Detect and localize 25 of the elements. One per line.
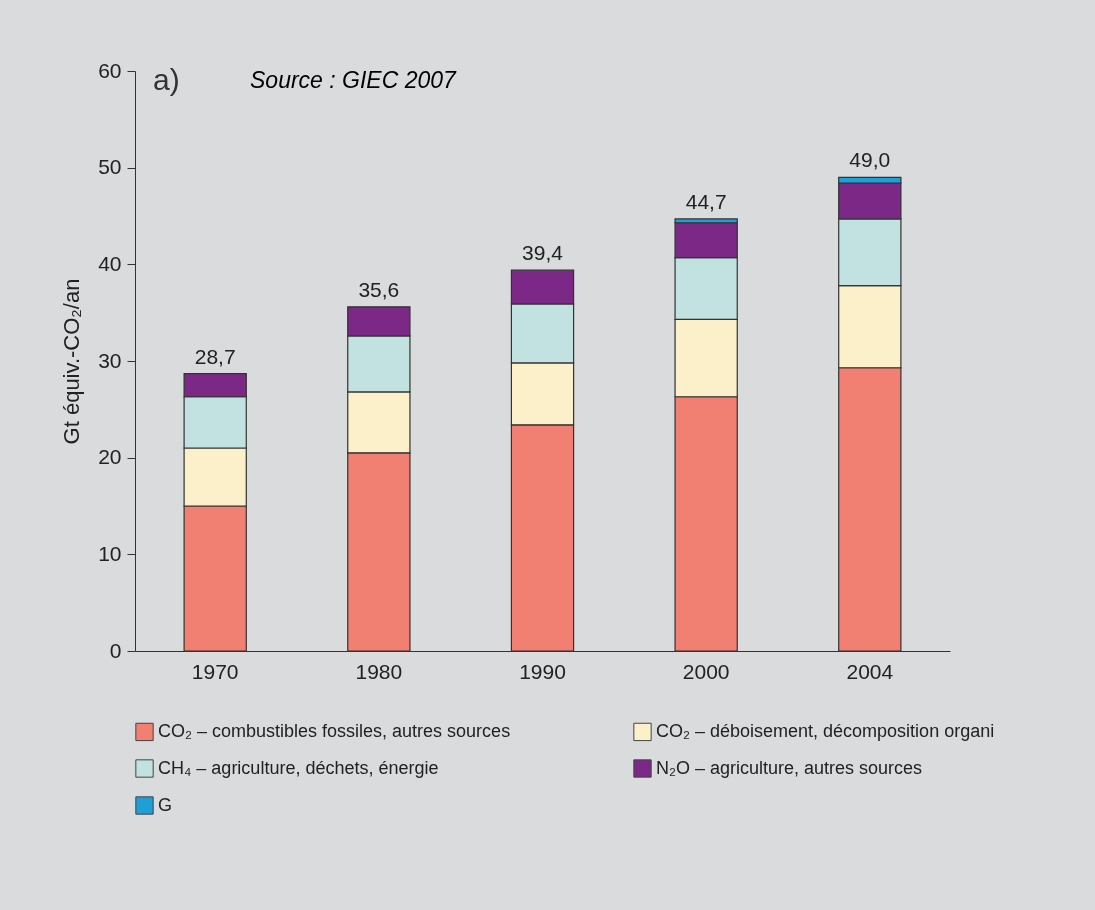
x-tick-label: 2004 — [846, 659, 894, 683]
total-label: 49,0 — [849, 148, 891, 172]
y-tick-label: 10 — [98, 541, 122, 565]
y-tick-label: 40 — [98, 251, 122, 275]
total-label: 39,4 — [522, 241, 564, 265]
y-tick-label: 60 — [98, 58, 122, 82]
y-axis-title: Gt équiv.-CO₂/an — [59, 278, 85, 445]
legend-label: CO₂ – déboisement, décomposition organi — [656, 720, 995, 741]
x-tick-label: 1970 — [191, 659, 239, 683]
y-tick-label: 50 — [98, 155, 122, 179]
x-tick-label: 1980 — [355, 659, 403, 683]
total-label: 28,7 — [194, 344, 236, 368]
legend-label: N₂O – agriculture, autres sources — [656, 757, 923, 778]
annotation: Source : GIEC 2007 — [250, 67, 458, 93]
total-label: 35,6 — [358, 277, 400, 301]
annotation: a) — [153, 63, 180, 96]
legend-label: CH₄ – agriculture, déchets, énergie — [158, 757, 439, 778]
x-tick-label: 2000 — [682, 659, 730, 683]
y-tick-label: 0 — [109, 638, 122, 662]
legend-label: G — [158, 794, 173, 815]
legend-label: CO₂ – combustibles fossiles, autres sources — [158, 720, 511, 741]
total-label: 44,7 — [685, 189, 727, 213]
y-tick-label: 20 — [98, 445, 122, 469]
y-tick-label: 30 — [98, 348, 122, 372]
x-tick-label: 1990 — [519, 659, 566, 683]
